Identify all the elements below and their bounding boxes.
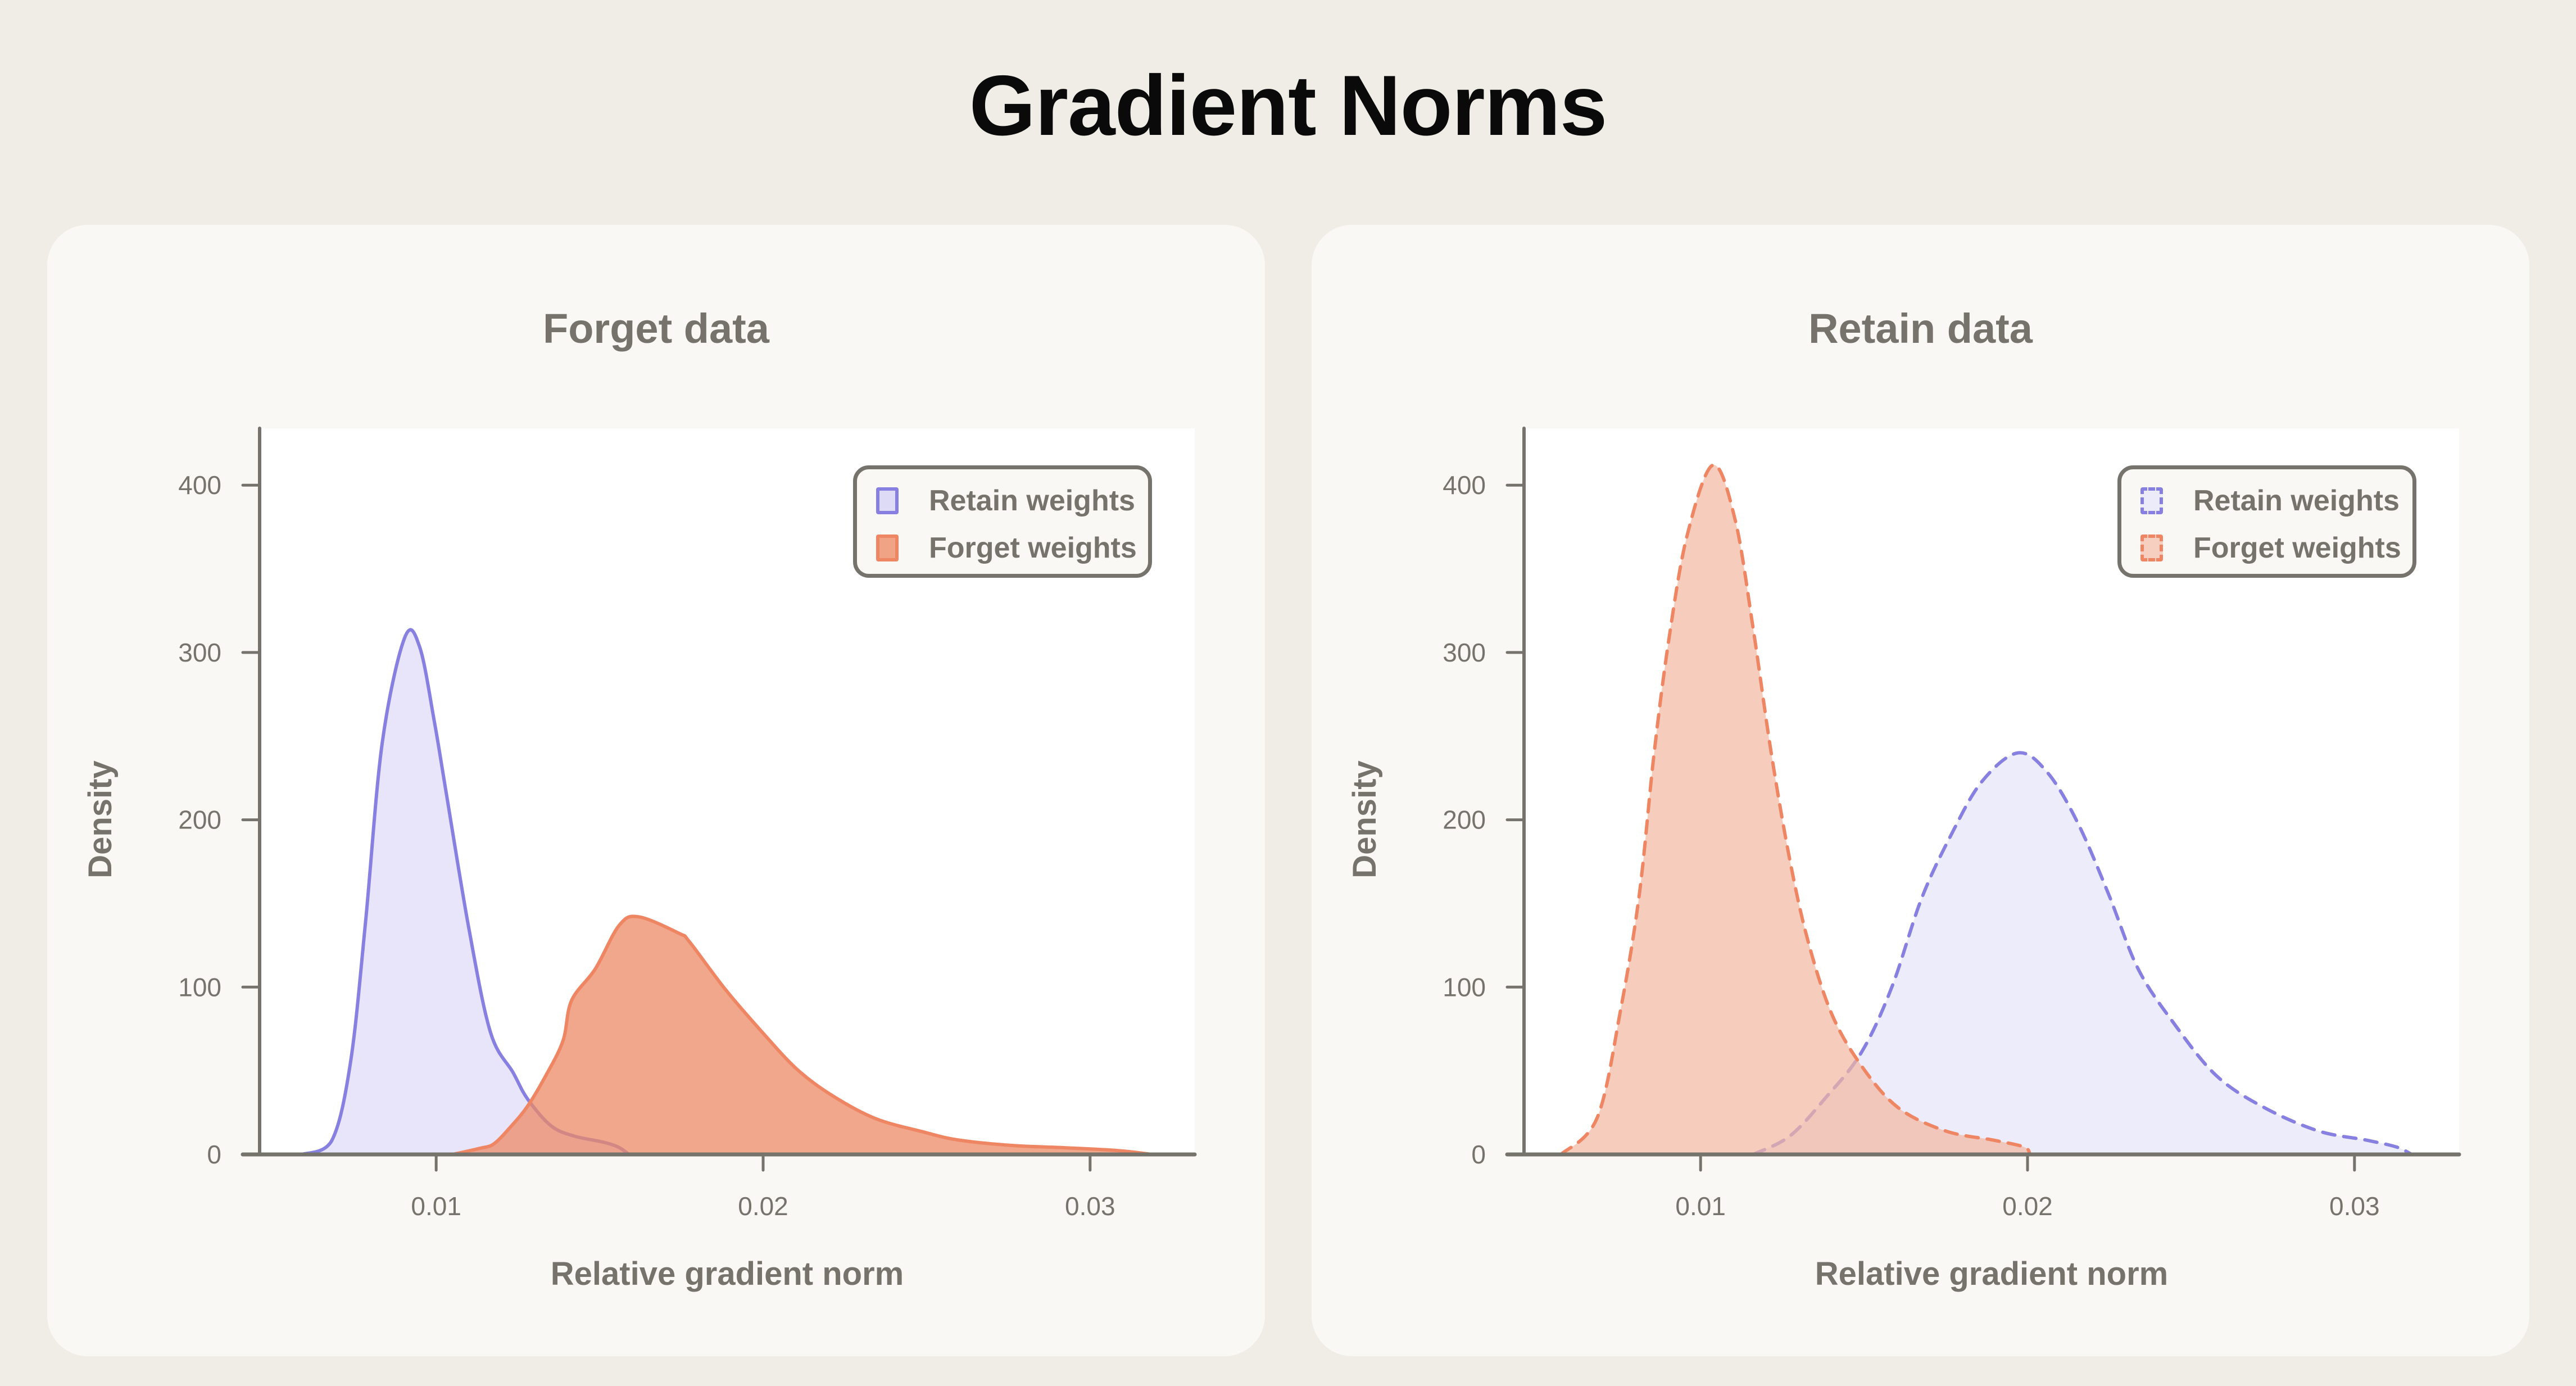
density-plot-forget-data: 0 100 200 300 400 0.01 0.02 0.03 Relative gradie…	[82, 427, 1197, 1292]
forget-density-area	[1561, 465, 2030, 1154]
legend-label: Retain weights	[929, 484, 1135, 517]
legend-item-forget-weights: Forget weights	[2140, 531, 2401, 565]
x-tick-label: 0.03	[2329, 1192, 2380, 1221]
forget-dashed-swatch-icon	[2140, 535, 2163, 561]
y-tick-label: 400	[178, 470, 221, 500]
y-tick-label: 0	[1471, 1140, 1486, 1169]
x-axis-label: Relative gradient norm	[551, 1256, 904, 1292]
x-axis-label: Relative gradient norm	[1815, 1256, 2168, 1292]
y-tick-label: 400	[1443, 470, 1486, 500]
y-tick-label: 300	[178, 638, 221, 667]
legend-item-forget-weights: Forget weights	[876, 531, 1137, 565]
y-tick-label: 300	[1443, 638, 1486, 667]
x-tick-label: 0.01	[1675, 1192, 1726, 1221]
forget-swatch-icon	[876, 535, 899, 561]
legend-item-retain-weights: Retain weights	[2140, 484, 2400, 518]
page-title: Gradient Norms	[969, 58, 1608, 153]
x-tick-label: 0.01	[411, 1192, 461, 1221]
y-tick-label: 100	[178, 972, 221, 1002]
panel-retain-data: Retain data 0 100 200 300 400 0.01 0.02 0.03 Rel…	[1312, 225, 2529, 1356]
y-tick-label: 100	[1443, 972, 1486, 1002]
x-tick-label: 0.02	[738, 1192, 788, 1221]
density-plot-retain-data: 0 100 200 300 400 0.01 0.02 0.03 Relative gradie…	[1346, 427, 2461, 1292]
retain-density-area	[1753, 753, 2412, 1154]
legend: Retain weights Forget weights	[853, 465, 1152, 578]
y-axis-label: Density	[1346, 760, 1383, 878]
panel-title: Retain data	[1808, 305, 2033, 352]
retain-dashed-swatch-icon	[2140, 487, 2163, 514]
x-tick-label: 0.03	[1065, 1192, 1115, 1221]
forget-density-line	[1559, 463, 2032, 1156]
forget-density-line	[451, 914, 1154, 1156]
retain-density-area	[302, 629, 629, 1154]
legend-label: Retain weights	[2193, 484, 2400, 517]
y-tick-label: 0	[207, 1140, 221, 1169]
y-axis-label: Density	[82, 760, 119, 878]
y-tick-label: 200	[178, 805, 221, 835]
legend-label: Forget weights	[929, 532, 1137, 564]
retain-swatch-icon	[876, 487, 899, 514]
panel-title: Forget data	[543, 305, 769, 352]
legend: Retain weights Forget weights	[2117, 465, 2416, 578]
legend-item-retain-weights: Retain weights	[876, 484, 1135, 518]
forget-density-area	[452, 916, 1153, 1154]
x-tick-label: 0.02	[2002, 1192, 2053, 1221]
retain-density-line	[1751, 751, 2414, 1156]
legend-label: Forget weights	[2193, 532, 2401, 564]
y-tick-label: 200	[1443, 805, 1486, 835]
panel-forget-data: Forget data 0 100 200 300 400 0.01 0.02 0.03 Rel…	[47, 225, 1265, 1356]
